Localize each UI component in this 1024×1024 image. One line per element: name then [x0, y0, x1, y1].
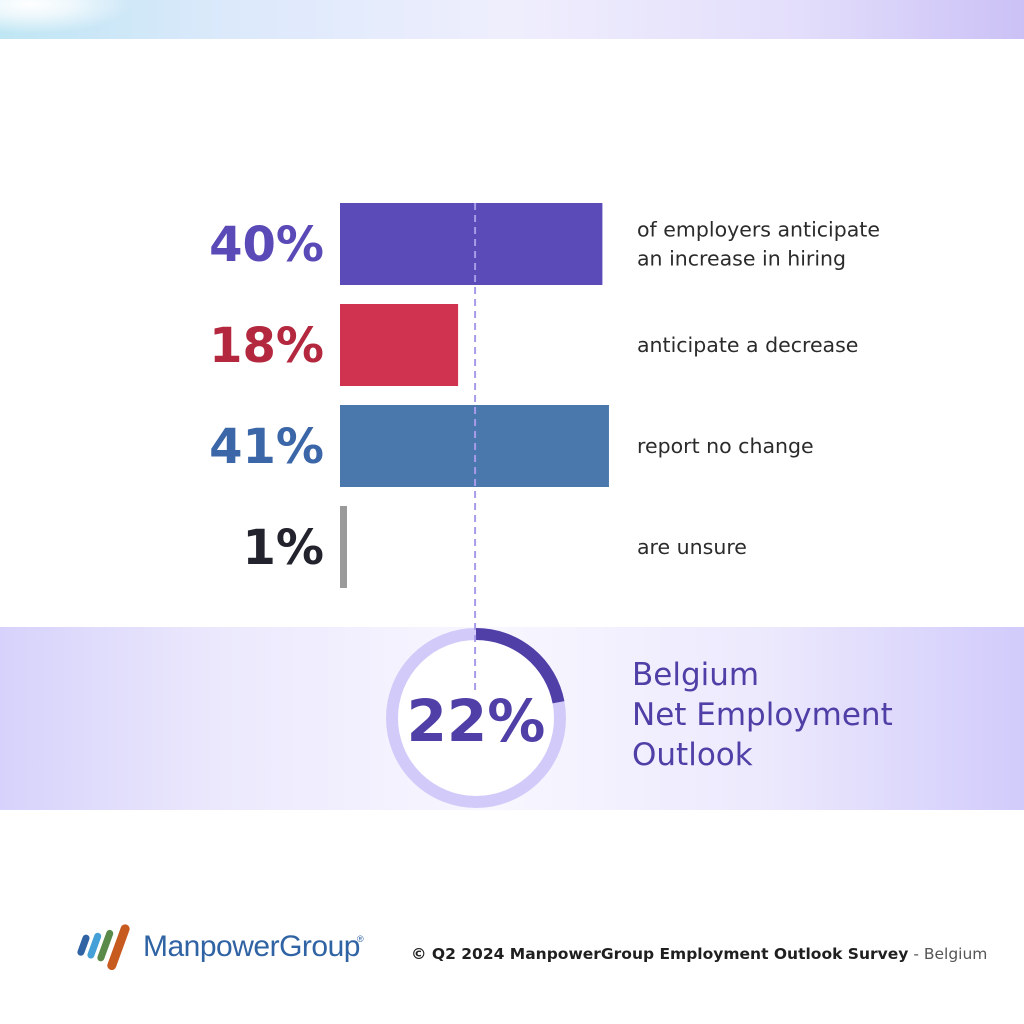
brand-name: ManpowerGroup	[143, 930, 360, 963]
neo-value-label: 22%	[407, 687, 546, 755]
neo-label-line-1: Net Employment	[632, 697, 893, 733]
bar-description-1-0: anticipate a decrease	[637, 333, 858, 357]
bar-value-label-2: 41%	[209, 419, 324, 475]
footer-source: © Q2 2024 ManpowerGroup Employment Outlo…	[411, 945, 987, 963]
net-employment-outlook-label: Belgium Net Employment Outlook	[632, 655, 893, 775]
neo-label-line-country: Belgium	[632, 657, 760, 693]
bar-1	[340, 304, 459, 386]
footer-separator: -	[913, 945, 919, 963]
bar-3	[340, 506, 347, 588]
bar-value-label-3: 1%	[243, 520, 325, 576]
footer-country: Belgium	[923, 945, 988, 963]
bar-value-label-0: 40%	[209, 217, 324, 273]
neo-label-line-2: Outlook	[632, 737, 753, 773]
top-gradient-band	[0, 0, 1024, 39]
footer-source-text: © Q2 2024 ManpowerGroup Employment Outlo…	[411, 945, 909, 963]
neo-ring-arc	[475, 628, 565, 704]
bar-0	[340, 203, 603, 285]
logo-stripe-2	[87, 932, 102, 959]
bar-description-3-0: are unsure	[637, 535, 747, 559]
bar-value-label-1: 18%	[209, 318, 324, 374]
manpowergroup-logo-icon	[77, 924, 130, 970]
bar-description-0-1: an increase in hiring	[637, 247, 846, 271]
registered-mark: ®	[357, 934, 364, 944]
logo-stripe-4	[107, 924, 130, 970]
logo-stripe-3	[97, 929, 114, 962]
bar-description-2-0: report no change	[637, 434, 814, 458]
bar-description-0-0: of employers anticipate	[637, 218, 880, 242]
logo-stripe-1	[77, 934, 90, 956]
